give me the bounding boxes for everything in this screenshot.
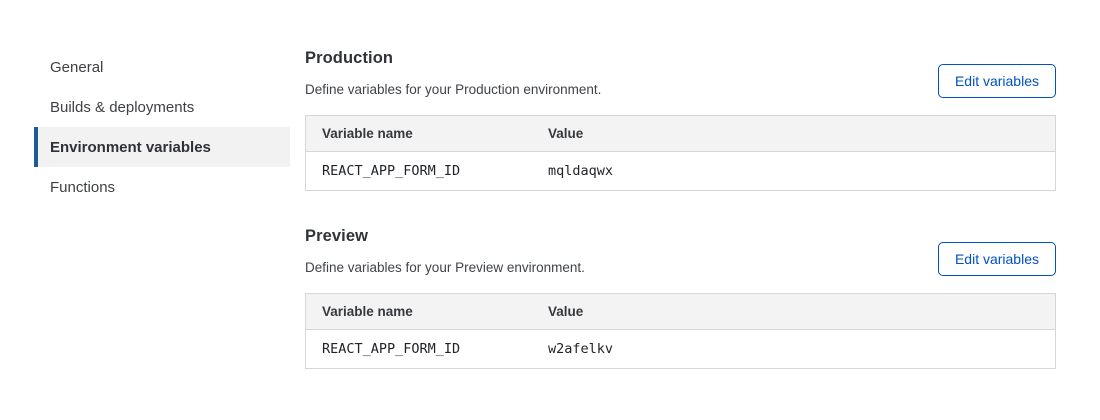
edit-variables-button-production[interactable]: Edit variables: [937, 64, 1056, 98]
preview-variables-table: Variable name Value REACT_APP_FORM_ID w2…: [305, 293, 1056, 369]
column-header-value: Value: [532, 116, 1055, 152]
settings-sidebar: General Builds & deployments Environment…: [34, 47, 290, 207]
section-title-production: Production: [305, 49, 394, 67]
column-header-value: Value: [532, 294, 1055, 330]
table-header-row: Variable name Value: [306, 116, 1055, 152]
section-description: Define variables for your Production env…: [305, 82, 602, 97]
production-variables-table: Variable name Value REACT_APP_FORM_ID mq…: [305, 115, 1056, 191]
production-section: Production Define variables for your Pro…: [305, 49, 1056, 191]
sidebar-item-label: Environment variables: [50, 138, 211, 156]
table-header-row: Variable name Value: [306, 294, 1055, 330]
sidebar-item-general[interactable]: General: [34, 47, 290, 87]
sidebar-item-environment-variables[interactable]: Environment variables: [34, 127, 290, 167]
variable-value-cell: w2afelkv: [532, 330, 1055, 368]
section-description: Define variables for your Preview enviro…: [305, 260, 585, 275]
edit-variables-button-preview[interactable]: Edit variables: [937, 242, 1056, 276]
sidebar-item-label: Builds & deployments: [50, 98, 195, 116]
variable-name-cell: REACT_APP_FORM_ID: [306, 152, 532, 190]
sidebar-item-functions[interactable]: Functions: [34, 167, 290, 207]
preview-section: Preview Define variables for your Previe…: [305, 227, 1056, 369]
sidebar-item-builds-deployments[interactable]: Builds & deployments: [34, 87, 290, 127]
variable-value-cell: mqldaqwx: [532, 152, 1055, 190]
variable-name-cell: REACT_APP_FORM_ID: [306, 330, 532, 368]
section-title-preview: Preview: [305, 227, 369, 245]
table-row: REACT_APP_FORM_ID mqldaqwx: [306, 152, 1055, 190]
sidebar-item-label: General: [50, 58, 104, 76]
sidebar-item-label: Functions: [50, 178, 116, 196]
table-row: REACT_APP_FORM_ID w2afelkv: [306, 330, 1055, 368]
column-header-variable-name: Variable name: [306, 294, 532, 330]
column-header-variable-name: Variable name: [306, 116, 532, 152]
